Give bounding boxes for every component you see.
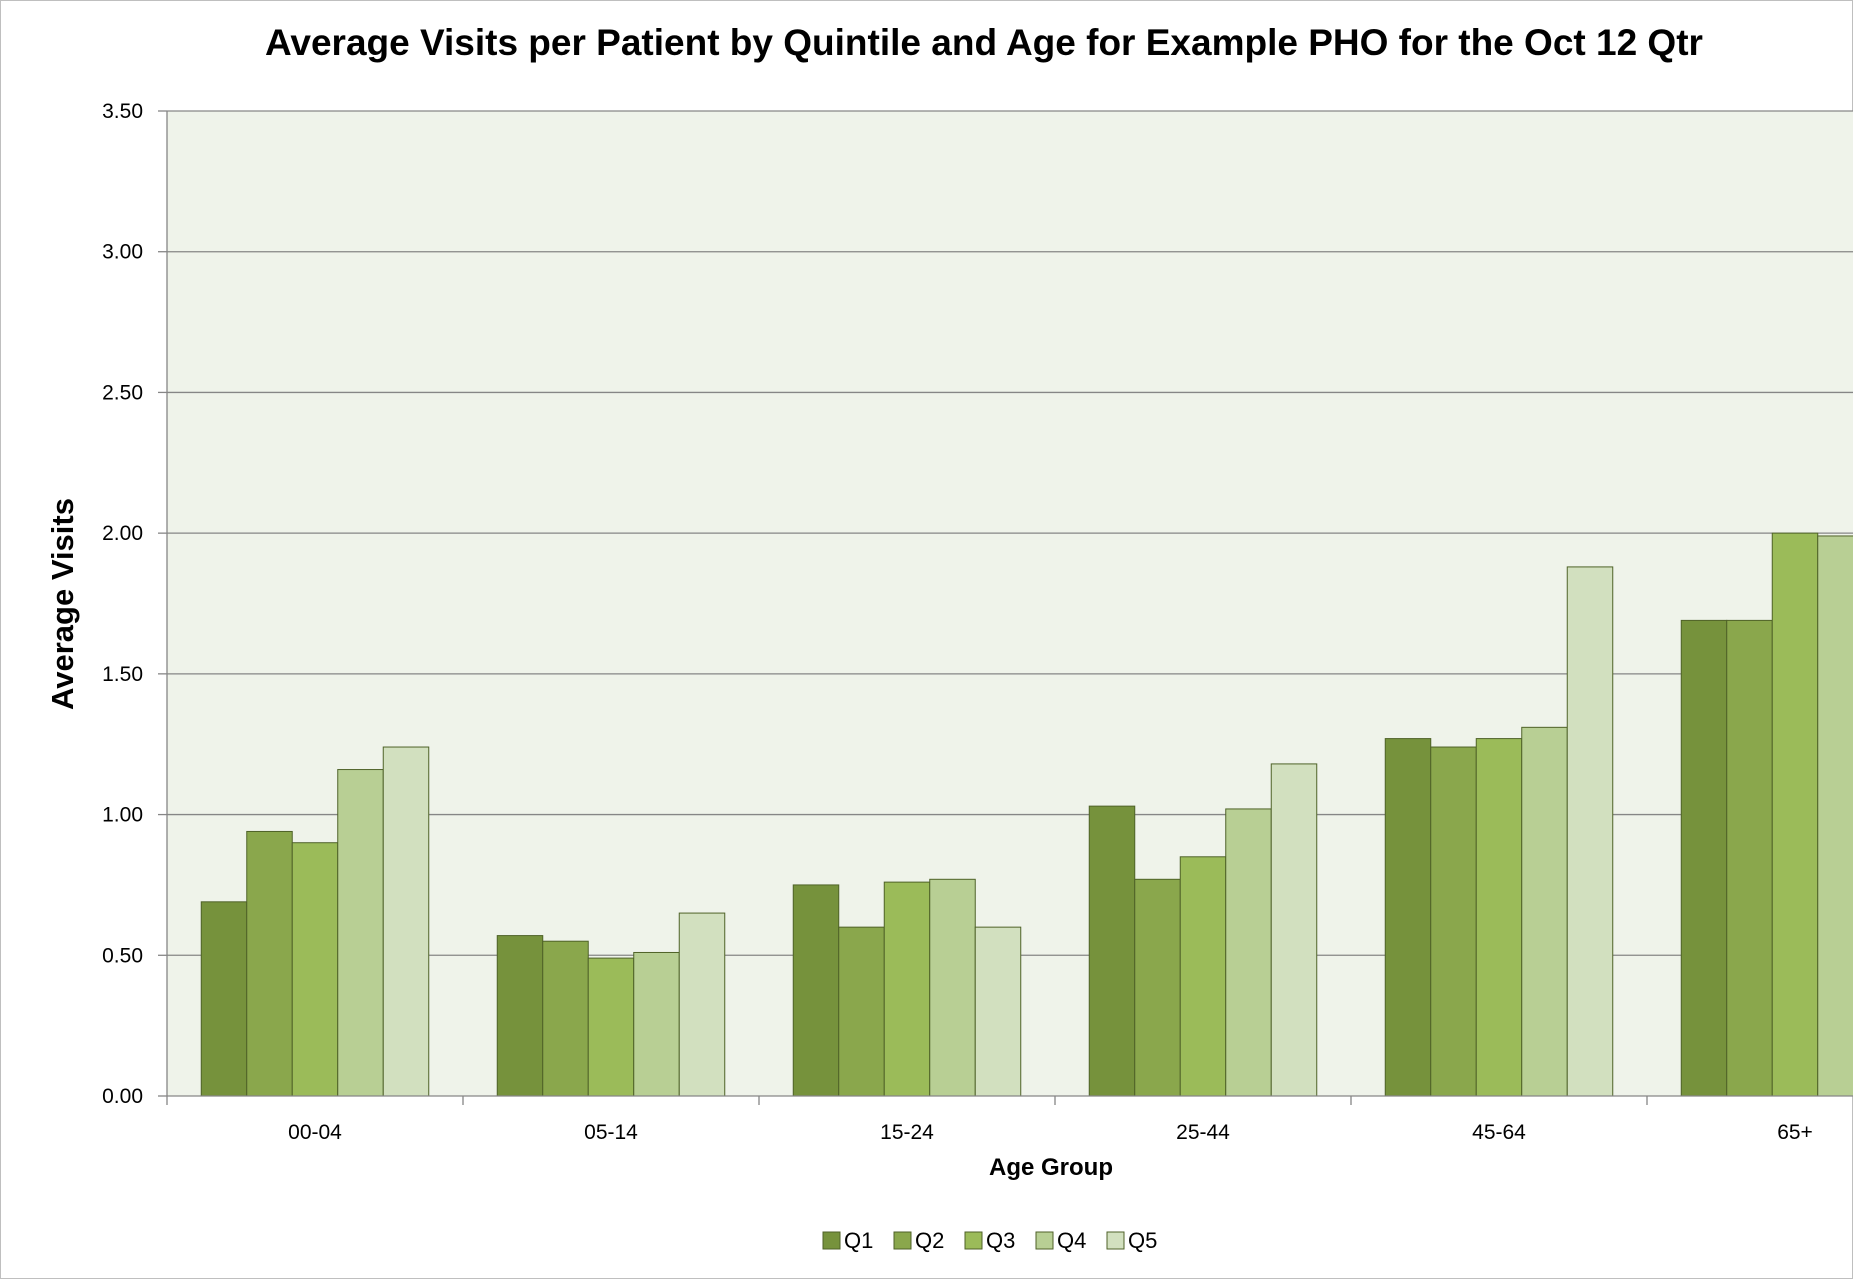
x-tick-label: 25-44 — [1176, 1121, 1230, 1144]
bar-q3-00-04 — [291, 842, 339, 1097]
bar-q2-65plus — [1726, 619, 1773, 1097]
bar-q1-15-24 — [792, 884, 840, 1097]
y-tick-label: 0.00 — [102, 1085, 143, 1108]
bar-q4-45-64 — [1521, 726, 1568, 1097]
bar-q1-25-44 — [1088, 805, 1136, 1097]
x-tick-label: 00-04 — [288, 1121, 342, 1144]
y-tick-label: 2.50 — [102, 381, 143, 404]
bar-q4-00-04 — [337, 769, 384, 1097]
x-tick-label: 05-14 — [584, 1121, 638, 1144]
legend: Q1 Q2 Q3 Q4 Q5 — [822, 1228, 1157, 1253]
x-axis-title: Age Group — [989, 1154, 1113, 1181]
bar-q5-25-44 — [1270, 763, 1318, 1097]
y-axis-title: Average Visits — [45, 498, 80, 710]
bar-q2-15-24 — [838, 926, 885, 1097]
bar-q4-05-14 — [633, 951, 680, 1097]
y-tick-label: 1.00 — [102, 804, 143, 827]
bar-q1-65plus — [1680, 619, 1728, 1097]
bar-q2-45-64 — [1430, 746, 1477, 1097]
y-tick-label: 2.00 — [102, 522, 143, 545]
bar-q2-00-04 — [246, 830, 293, 1097]
y-tick-label: 3.00 — [102, 241, 143, 264]
y-tick-label: 1.50 — [102, 663, 143, 686]
x-tick-label: 65+ — [1777, 1121, 1813, 1144]
bar-q3-65plus — [1771, 532, 1819, 1097]
bar-q3-25-44 — [1179, 856, 1227, 1097]
legend-swatch-q2 — [893, 1231, 912, 1250]
legend-label-q5: Q5 — [1128, 1228, 1157, 1253]
legend-swatch-q1 — [822, 1231, 841, 1250]
bar-q2-05-14 — [542, 940, 589, 1097]
bar-q3-45-64 — [1475, 738, 1523, 1097]
bars-group — [200, 532, 1853, 1097]
bar-q1-45-64 — [1384, 738, 1432, 1097]
bar-q2-25-44 — [1134, 878, 1181, 1097]
bar-q5-45-64 — [1566, 566, 1614, 1097]
bar-q4-15-24 — [929, 878, 976, 1097]
bar-q4-65plus — [1817, 535, 1853, 1097]
legend-swatch-q5 — [1106, 1231, 1125, 1250]
bar-q5-15-24 — [974, 926, 1022, 1097]
x-tick-label: 15-24 — [880, 1121, 934, 1144]
bar-q5-00-04 — [382, 746, 430, 1097]
axes-group: 0.00 0.50 1.00 1.50 2.00 2.50 3.00 3.50 00-04 05-… — [102, 100, 1853, 1144]
legend-swatch-q4 — [1035, 1231, 1054, 1250]
legend-label-q3: Q3 — [986, 1228, 1015, 1253]
bar-q1-00-04 — [200, 901, 248, 1097]
chart-title: Average Visits per Patient by Quintile a… — [265, 22, 1703, 63]
legend-label-q1: Q1 — [844, 1228, 873, 1253]
legend-label-q4: Q4 — [1057, 1228, 1086, 1253]
bar-q3-05-14 — [587, 957, 635, 1097]
y-tick-label: 0.50 — [102, 944, 143, 967]
legend-swatch-q3 — [964, 1231, 983, 1250]
x-tick-label: 45-64 — [1472, 1121, 1526, 1144]
bar-q5-05-14 — [678, 912, 726, 1097]
bar-q4-25-44 — [1225, 808, 1272, 1097]
legend-label-q2: Q2 — [915, 1228, 944, 1253]
y-tick-label: 3.50 — [102, 100, 143, 123]
bar-q3-15-24 — [883, 881, 931, 1097]
bar-q1-05-14 — [496, 935, 544, 1097]
